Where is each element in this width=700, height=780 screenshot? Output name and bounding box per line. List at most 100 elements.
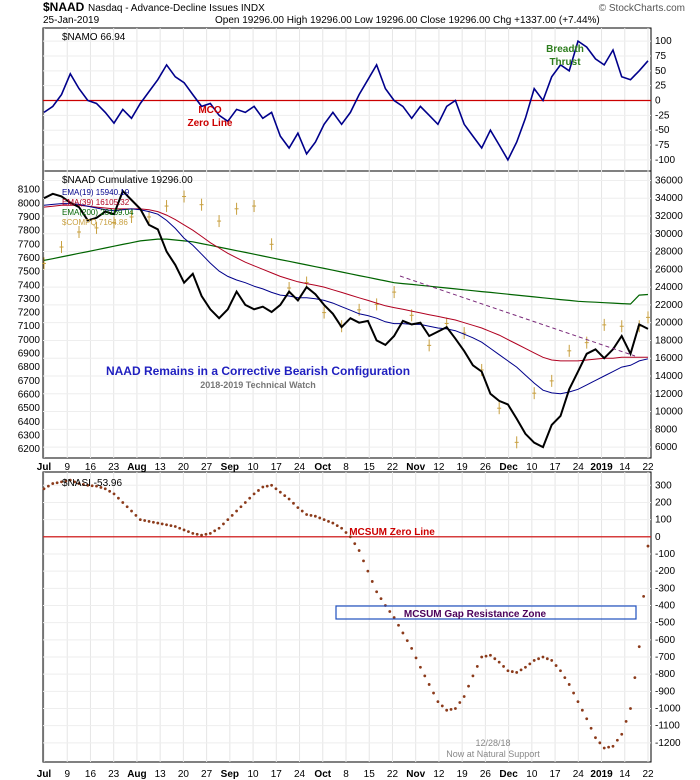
nasi-point: [322, 518, 326, 522]
nasi-point: [397, 623, 400, 627]
nasi-point: [226, 518, 230, 522]
nasi-point: [370, 580, 374, 583]
x-tick-label: 2019: [590, 769, 613, 780]
nasi-point: [300, 509, 304, 513]
nasi-point: [173, 525, 177, 528]
x-tick-label: 24: [573, 462, 585, 473]
nasi-point: [388, 610, 392, 613]
nasi-point: [423, 674, 427, 678]
nasi-point: [213, 529, 217, 533]
naad-right-tick: 14000: [655, 371, 683, 382]
nasi-point: [524, 665, 527, 669]
nasi-note-date: 12/28/18: [475, 738, 510, 748]
nasi-point: [401, 631, 405, 635]
nasi-note-text: Now at Natural Support: [446, 749, 540, 759]
nasi-point: [607, 745, 611, 749]
namo-y-tick: 25: [655, 81, 667, 92]
tick-labels: Jul 9 16 23 Aug 13 20 27 Sep 10 17 24 Oct 8 15 22 Nov 12 1…: [18, 36, 683, 780]
nasi-point: [261, 485, 265, 489]
nasi-point: [278, 490, 282, 494]
namo-series-line: [43, 39, 649, 162]
x-tick-label: 16: [85, 462, 97, 473]
nasi-y-tick: -1000: [655, 703, 681, 714]
naad-legend-ema200: EMA(200) 23169.04: [62, 208, 134, 217]
nasi-point: [348, 535, 352, 539]
mco-label-line2: Zero Line: [187, 118, 232, 129]
nasi-y-tick: -900: [655, 686, 675, 697]
nasi-point: [55, 481, 59, 485]
naad-legend-ema39: EMA(39) 16105.32: [62, 198, 130, 207]
naad-legend-ema19: EMA(19) 15940.19: [62, 188, 130, 197]
x-tick-label: Aug: [127, 769, 146, 780]
x-tick-label: 10: [526, 769, 538, 780]
nasi-point: [506, 669, 510, 673]
naad-title: NAAD Remains in a Corrective Bearish Con…: [106, 364, 410, 378]
nasi-point: [528, 662, 532, 666]
nasi-point: [125, 505, 129, 509]
naad-left-tick: 7500: [18, 267, 41, 278]
nasi-point: [64, 479, 68, 483]
nasi-point: [615, 738, 619, 742]
x-tick-label: 8: [343, 769, 349, 780]
nasi-point: [532, 659, 536, 662]
chart-ohlc: Open 19296.00 High 19296.00 Low 19296.00…: [215, 15, 600, 26]
nasi-point: [222, 522, 225, 526]
nasi-point: [68, 478, 72, 482]
nasi-point: [160, 522, 164, 526]
x-tick-label: Dec: [499, 769, 518, 780]
nasi-point: [624, 719, 628, 723]
nasi-point: [239, 505, 243, 509]
naad-right-tick: 30000: [655, 229, 683, 240]
nasi-point: [178, 526, 182, 530]
x-tick-label: Aug: [127, 462, 146, 473]
naad-legend-compq: $COMPQ 7164.86: [62, 218, 128, 227]
nasi-point: [187, 530, 190, 534]
namo-y-tick: -100: [655, 155, 675, 166]
nasi-layer: [42, 478, 651, 750]
nasi-point: [471, 674, 475, 678]
nasi-point: [572, 691, 575, 695]
naad-left-tick: 7700: [18, 239, 41, 250]
nasi-y-tick: 100: [655, 515, 672, 526]
nasi-point: [594, 736, 597, 740]
naad-right-tick: 32000: [655, 211, 683, 222]
x-tick-label: 17: [271, 462, 283, 473]
naad-right-tick: 20000: [655, 318, 683, 329]
chart-date: 25-Jan-2019: [43, 15, 100, 26]
nasi-y-tick: -800: [655, 669, 675, 680]
nasi-point: [440, 704, 444, 708]
nasi-point: [121, 501, 125, 504]
nasi-point: [147, 519, 151, 523]
namo-y-tick: -75: [655, 140, 670, 151]
nasi-point: [103, 487, 107, 491]
chart-symbol: $NAAD: [43, 0, 85, 14]
x-tick-label: 14: [619, 769, 631, 780]
nasi-point: [42, 487, 46, 491]
nasi-point: [633, 676, 637, 679]
x-tick-label: Sep: [221, 462, 239, 473]
naad-left-tick: 6500: [18, 403, 41, 414]
mco-label-line1: MCO: [198, 105, 222, 116]
nasi-point: [620, 732, 624, 736]
x-tick-label: 23: [108, 462, 120, 473]
mcsum-zero-label: MCSUM Zero Line: [349, 527, 435, 538]
namo-y-tick: -25: [655, 110, 670, 121]
nasi-point: [445, 708, 449, 712]
nasi-point: [467, 684, 470, 688]
nasi-y-tick: 200: [655, 497, 672, 508]
naad-right-tick: 10000: [655, 407, 683, 418]
x-tick-label: 10: [526, 462, 538, 473]
x-tick-label: 17: [271, 769, 283, 780]
naad-right-tick: 12000: [655, 389, 683, 400]
nasi-point: [427, 683, 431, 686]
nasi-point: [405, 639, 409, 643]
nasi-point: [484, 654, 488, 658]
nasi-point: [165, 523, 168, 527]
nasi-point: [366, 569, 370, 573]
x-tick-label: 15: [364, 462, 376, 473]
nasi-point: [642, 594, 646, 598]
nasi-point: [410, 647, 414, 650]
naad-left-tick: 6200: [18, 444, 41, 455]
x-tick-label: 12: [433, 769, 445, 780]
nasi-y-tick: -200: [655, 566, 675, 577]
